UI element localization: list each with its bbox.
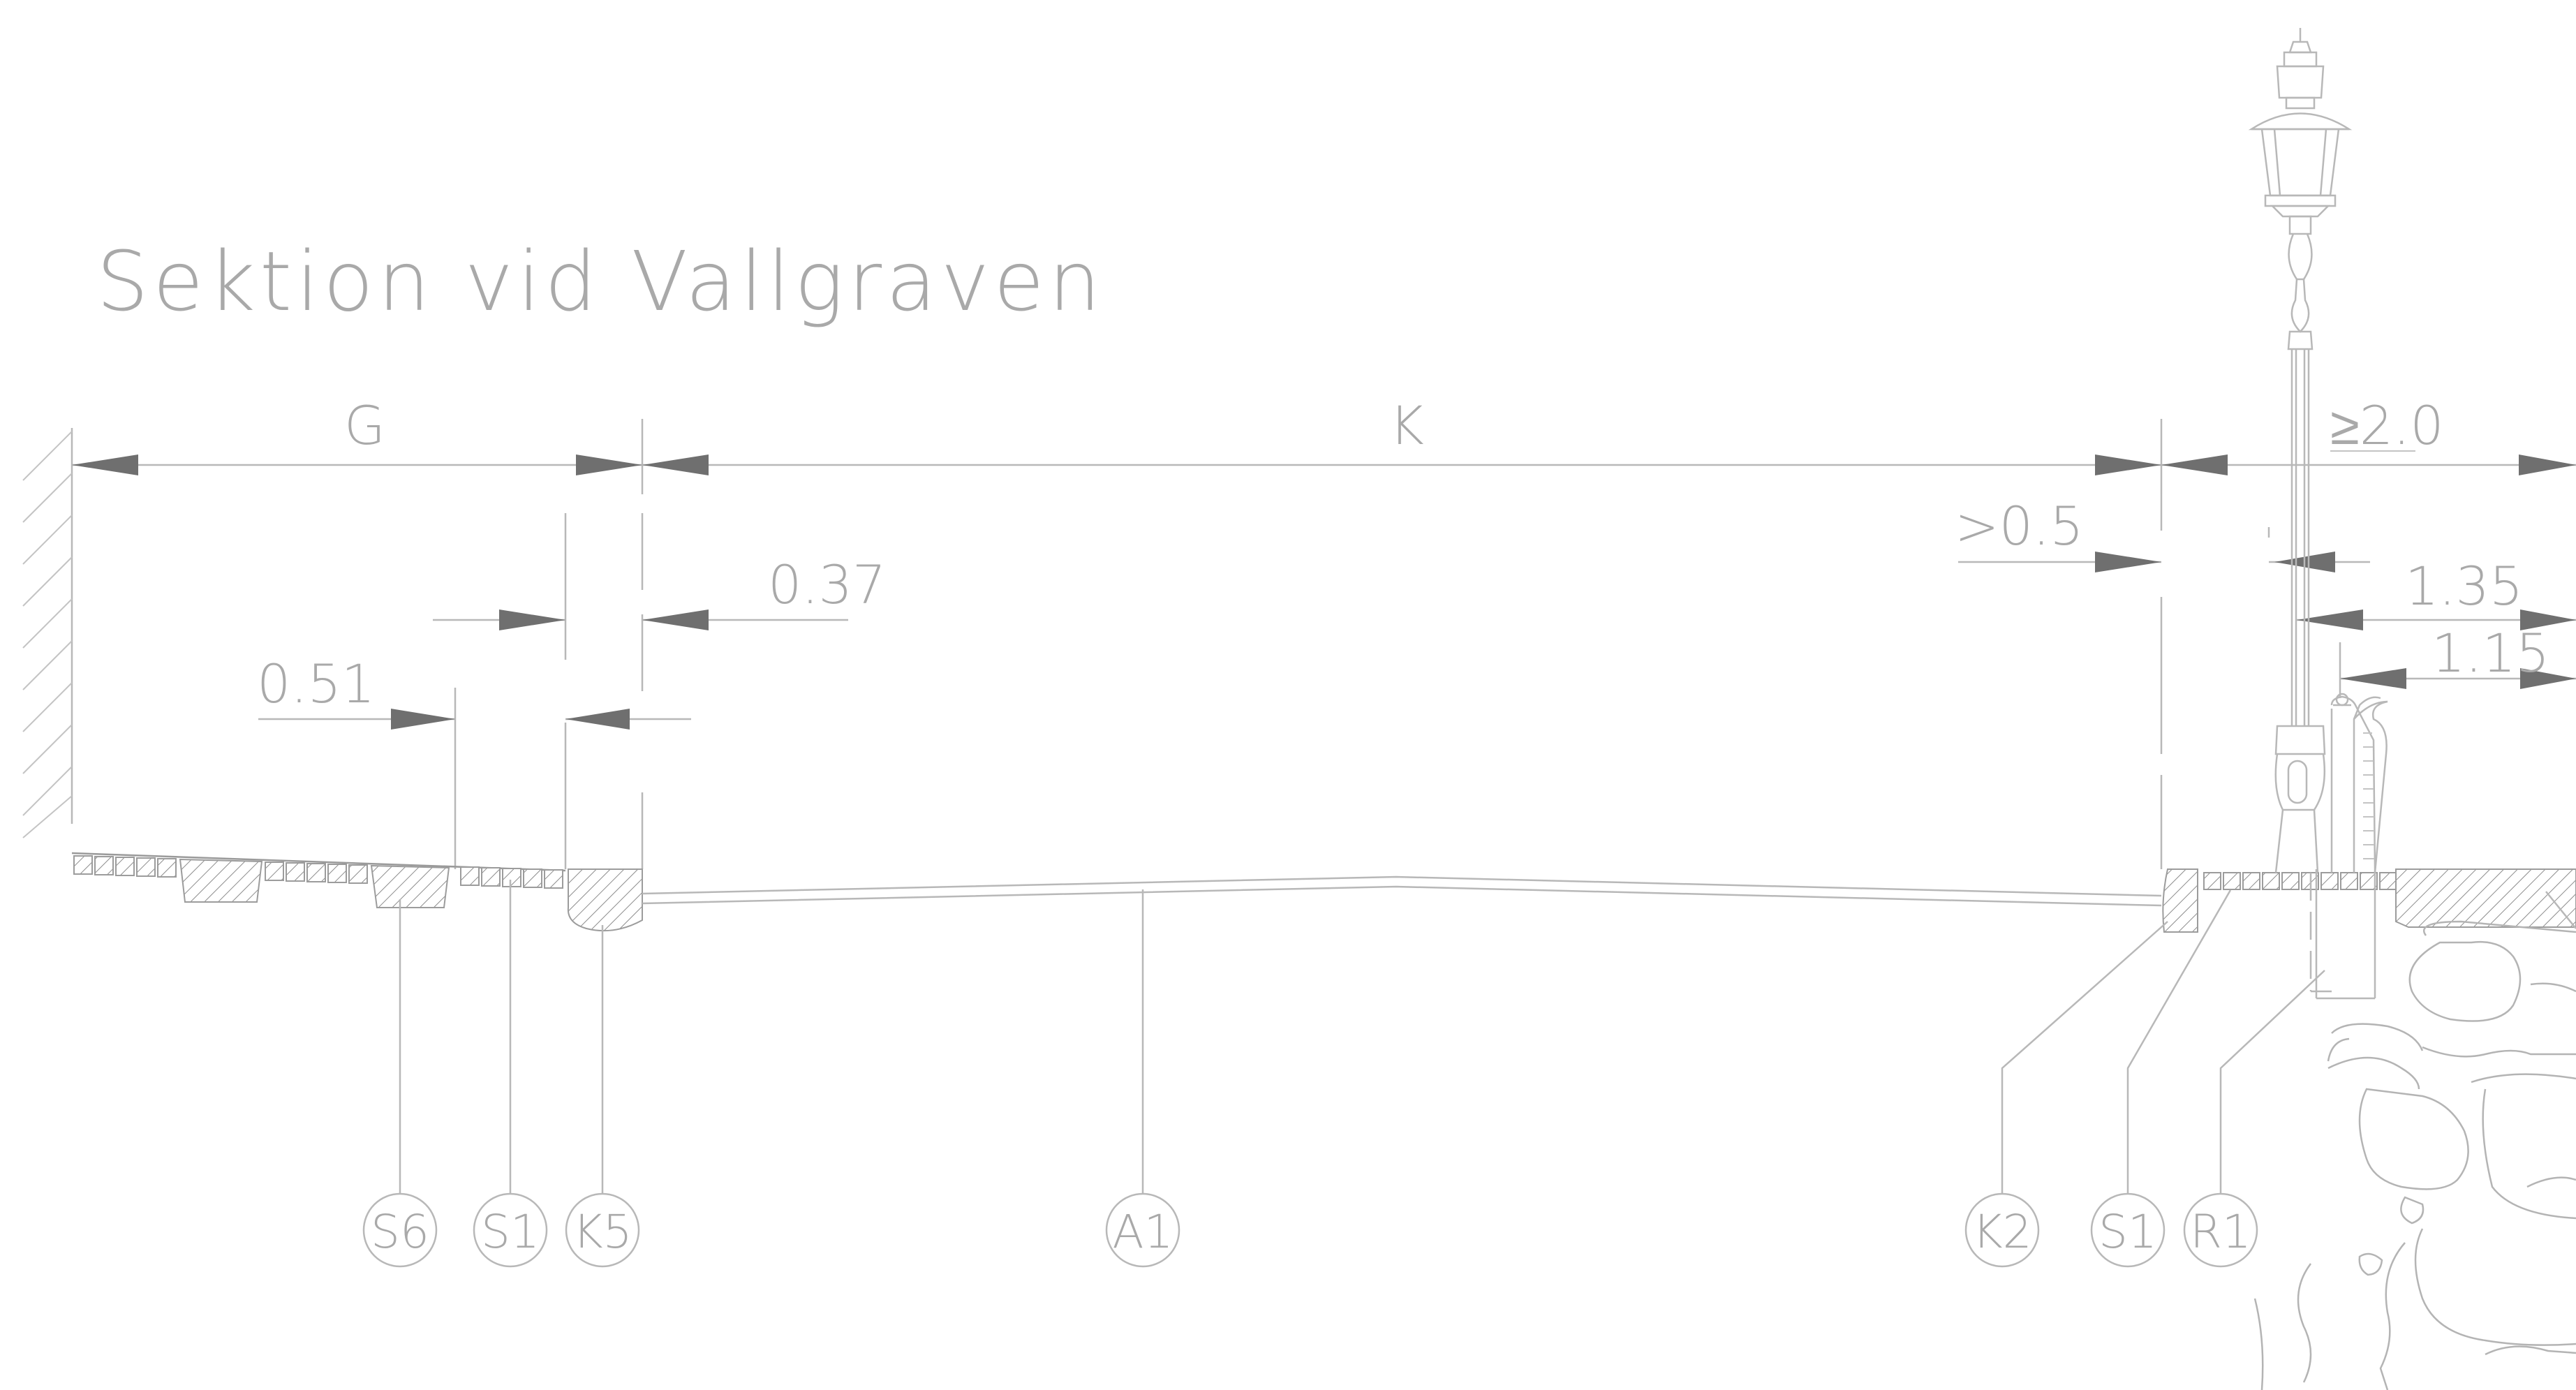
callout-s1-left: S1 <box>473 1192 548 1268</box>
arrow-head <box>576 454 642 475</box>
left-sidewalk <box>71 852 643 932</box>
callout-k2: K2 <box>1964 1192 2040 1268</box>
callout-leaders <box>399 880 2325 1194</box>
road-surface <box>642 875 2162 907</box>
right-sidewalk <box>2162 868 2576 993</box>
svg-text:A1: A1 <box>1112 1205 1173 1259</box>
left-wall <box>22 428 73 838</box>
callout-s6: S6 <box>362 1192 438 1268</box>
dim-label-0-37: 0.37 <box>768 554 886 616</box>
dimension-line-top <box>72 419 2576 494</box>
arrow-head <box>72 454 138 475</box>
arrow-head <box>2161 454 2228 475</box>
curb-k5 <box>567 868 643 932</box>
bollard-hatch-marks <box>2363 732 2374 859</box>
callout-a1: A1 <box>1105 1192 1180 1268</box>
svg-text:S1: S1 <box>481 1205 540 1259</box>
curb-k2 <box>2162 868 2198 933</box>
quay-stone-wall <box>2253 891 2576 1390</box>
dimension-1-35 <box>2297 609 2576 630</box>
svg-text:K2: K2 <box>1972 1205 2031 1259</box>
arrow-head <box>642 454 709 475</box>
extension-lines <box>454 494 2270 869</box>
arrow-head <box>2519 454 2576 475</box>
svg-text:R1: R1 <box>2190 1205 2251 1259</box>
svg-text:K5: K5 <box>572 1205 632 1259</box>
dim-label-min-0-5: >0.5 <box>1955 495 2084 557</box>
bollard-r1 <box>2315 693 2388 1000</box>
callout-s1-right: S1 <box>2090 1192 2166 1268</box>
dim-label-0-51: 0.51 <box>257 653 375 715</box>
dim-label-g: G <box>344 394 385 457</box>
dim-label-1-15: 1.15 <box>2431 622 2549 684</box>
callout-k5: K5 <box>565 1192 640 1268</box>
dimension-1-15 <box>2339 642 2576 698</box>
callout-r1: R1 <box>2183 1192 2258 1268</box>
street-lamp <box>2248 28 2353 873</box>
svg-text:S1: S1 <box>2098 1205 2157 1259</box>
dim-label-min-2-0: ≥2.0 <box>2330 394 2444 457</box>
dimension-min-0-5 <box>1958 552 2161 572</box>
svg-text:S6: S6 <box>371 1205 429 1259</box>
quay-edge <box>2395 868 2576 928</box>
drawing-title: Sektion vid Vallgraven <box>96 233 1105 330</box>
dim-label-1-35: 1.35 <box>2405 555 2523 617</box>
dimension-0-51 <box>258 709 691 730</box>
dimension-0-37 <box>433 609 848 630</box>
arrow-head <box>2095 454 2161 475</box>
dim-label-k: K <box>1389 394 1424 457</box>
dimension-lamp-offset <box>2269 552 2370 572</box>
